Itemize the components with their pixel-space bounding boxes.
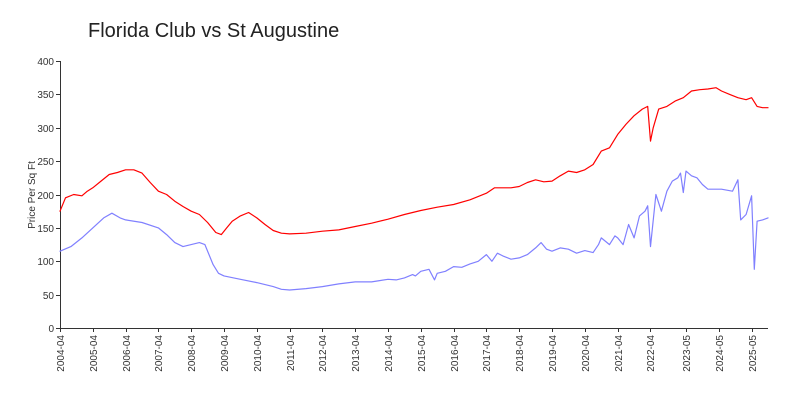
x-tick-label: 2016-04: [450, 335, 461, 372]
x-tick-label: 2009-04: [220, 335, 231, 372]
y-tick-label: 400: [37, 57, 54, 68]
y-tick-label: 50: [43, 291, 55, 302]
x-tick-label: 2010-04: [253, 335, 264, 372]
series-group: [59, 87, 769, 291]
y-tick-label: 250: [37, 157, 54, 168]
x-tick-label: 2006-04: [122, 335, 133, 372]
x-tick-label: 2021-04: [614, 335, 625, 372]
x-tick-label: 2025-05: [748, 335, 759, 372]
chart-title: Florida Club vs St Augustine: [88, 20, 339, 42]
series-line-red: [59, 87, 769, 236]
y-tick-label: 350: [37, 90, 54, 101]
y-tick-label: 100: [37, 257, 54, 268]
x-tick-label: 2007-04: [154, 335, 165, 372]
x-tick-label: 2019-04: [548, 335, 559, 372]
x-tick-label: 2008-04: [187, 335, 198, 372]
y-axis-ticks: 0 50 100 150 200 250 300 350 400: [37, 57, 60, 335]
x-tick-label: 2014-04: [384, 335, 395, 372]
x-tick-label: 2017-04: [482, 335, 493, 372]
x-tick-label: 2023-05: [682, 335, 693, 372]
x-tick-label: 2015-04: [417, 335, 428, 372]
x-tick-label: 2020-04: [581, 335, 592, 372]
x-tick-label: 2004-04: [56, 335, 67, 372]
y-tick-label: 150: [37, 224, 54, 235]
y-axis-label: Price Per Sq Ft: [27, 161, 38, 229]
x-tick-label: 2018-04: [515, 335, 526, 372]
x-tick-label: 2013-04: [351, 335, 362, 372]
series-line-blue: [59, 170, 769, 291]
x-tick-label: 2022-04: [646, 335, 657, 372]
y-tick-label: 300: [37, 124, 54, 135]
x-tick-label: 2012-04: [318, 335, 329, 372]
y-tick-label: 200: [37, 191, 54, 202]
y-tick-label: 0: [48, 324, 54, 335]
x-tick-label: 2011-04: [286, 335, 297, 371]
x-axis-ticks: 2004-04 2005-04 2006-04 2007-04 2008-04 2009-…: [56, 328, 759, 372]
x-tick-label: 2024-05: [715, 335, 726, 372]
x-tick-label: 2005-04: [89, 335, 100, 372]
